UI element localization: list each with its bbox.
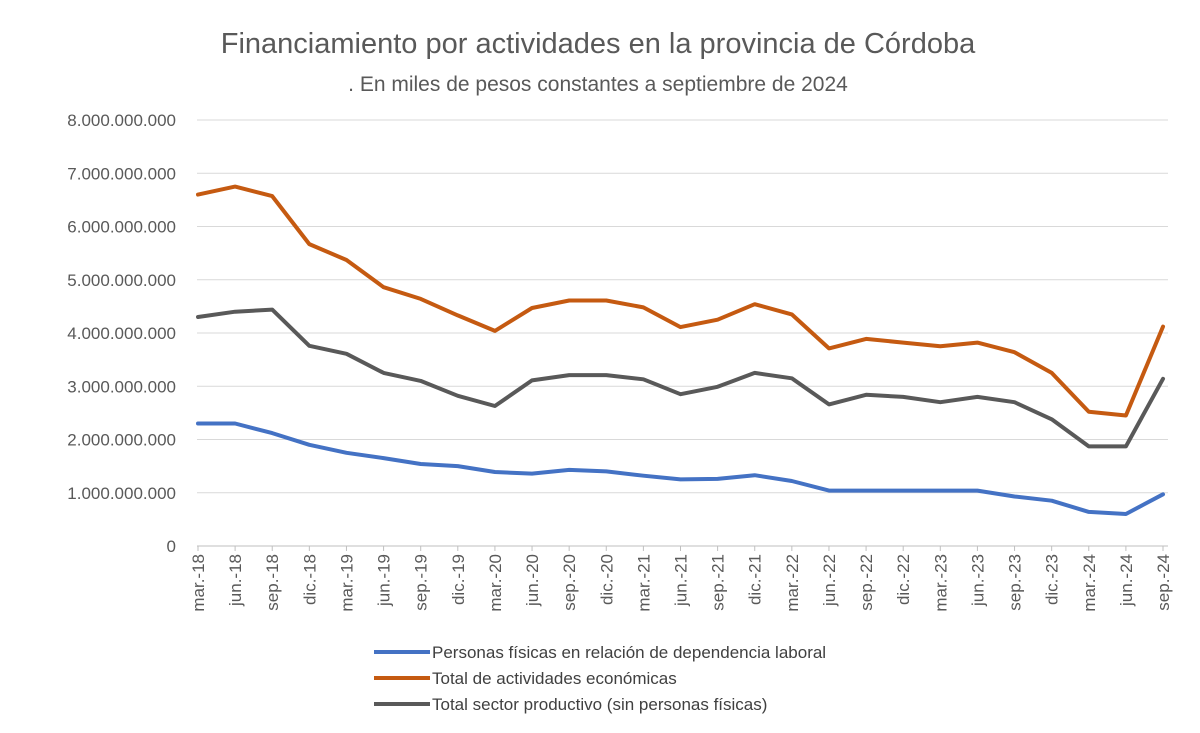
- x-tick-label: sep.-21: [709, 554, 728, 611]
- x-tick-label: jun.-19: [375, 554, 394, 607]
- series-lines: [196, 184, 1165, 516]
- chart-subtitle: . En miles de pesos constantes a septiem…: [348, 73, 848, 96]
- y-tick-label: 8.000.000.000: [67, 111, 176, 130]
- x-tick-label: jun.-18: [226, 554, 245, 607]
- chart-title: Financiamiento por actividades en la pro…: [221, 28, 976, 60]
- x-tick-label: dic.-18: [300, 554, 319, 605]
- x-tick-label: jun.-20: [523, 554, 542, 607]
- legend-label: Personas físicas en relación de dependen…: [432, 643, 826, 662]
- x-tick-label: mar.-18: [189, 554, 208, 612]
- x-tick-label: mar.-20: [486, 554, 505, 612]
- x-tick-label: mar.-24: [1080, 554, 1099, 612]
- gridlines: [197, 119, 1168, 547]
- y-tick-label: 6.000.000.000: [67, 218, 176, 237]
- series-line-3: [196, 307, 1165, 449]
- y-tick-label: 3.000.000.000: [67, 377, 176, 396]
- x-tick-label: sep.-19: [412, 554, 431, 611]
- x-tick-label: mar.-22: [783, 554, 802, 612]
- x-tick-label: sep.-20: [560, 554, 579, 611]
- x-tick-label: sep.-18: [263, 554, 282, 611]
- y-tick-label: 5.000.000.000: [67, 271, 176, 290]
- legend-label: Total sector productivo (sin personas fí…: [432, 695, 767, 714]
- x-tick-label: dic.-21: [746, 554, 765, 605]
- x-tick-label: sep.-22: [857, 554, 876, 611]
- y-tick-label: 2.000.000.000: [67, 431, 176, 450]
- x-tick-label: dic.-20: [597, 554, 616, 605]
- x-tick-label: jun.-22: [820, 554, 839, 607]
- legend-label: Total de actividades económicas: [432, 669, 677, 688]
- x-tick-label: mar.-23: [931, 554, 950, 612]
- series-line-2: [196, 184, 1165, 418]
- x-tick-label: sep.-24: [1154, 554, 1173, 611]
- x-tick-label: jun.-21: [672, 554, 691, 607]
- x-tick-label: jun.-23: [968, 554, 987, 607]
- x-axis-ticks: mar.-18 jun.-18 sep.-18 dic.-18 mar.-19 jun.-…: [189, 546, 1173, 612]
- y-axis-ticks: 0 1.000.000.000 2.000.000.000 3.000.000.000…: [67, 111, 176, 556]
- x-tick-label: jun.-24: [1117, 554, 1136, 607]
- x-tick-label: sep.-23: [1006, 554, 1025, 611]
- y-tick-label: 1.000.000.000: [67, 484, 176, 503]
- x-tick-label: dic.-22: [894, 554, 913, 605]
- x-tick-label: dic.-23: [1043, 554, 1062, 605]
- x-tick-label: dic.-19: [449, 554, 468, 605]
- y-tick-label: 7.000.000.000: [67, 164, 176, 183]
- legend: Personas físicas en relación de dependen…: [374, 643, 826, 714]
- series-line-1: [196, 421, 1165, 516]
- y-tick-label: 0: [167, 537, 176, 556]
- x-tick-label: mar.-21: [634, 554, 653, 612]
- x-tick-label: mar.-19: [337, 554, 356, 612]
- y-tick-label: 4.000.000.000: [67, 324, 176, 343]
